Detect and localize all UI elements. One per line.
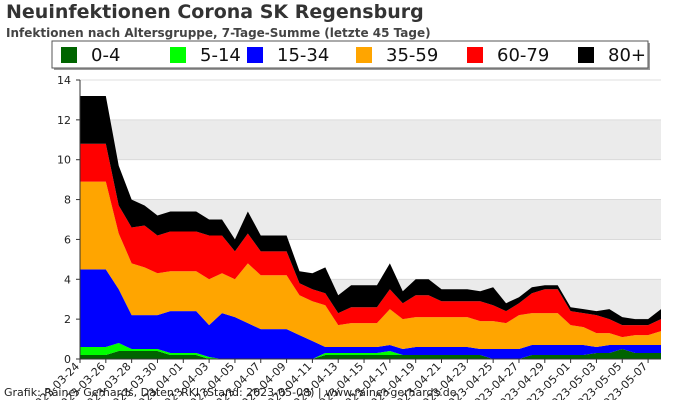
- legend-label-15-34: 15-34: [277, 45, 329, 66]
- grid-band: [80, 119, 661, 160]
- y-tick-label: 12: [57, 114, 71, 127]
- legend-label-80+: 80+: [608, 45, 646, 66]
- legend-swatch-5-14: [170, 47, 186, 63]
- y-tick-label: 0: [64, 353, 71, 366]
- y-tick-label: 10: [57, 154, 71, 167]
- y-tick-label: 8: [64, 194, 71, 207]
- legend-swatch-0-4: [61, 47, 77, 63]
- series-area-15-34: [80, 269, 661, 359]
- chart-credit: Grafik: Rainer Gerhards, Daten: RKI (Sta…: [4, 386, 457, 399]
- y-tick-label: 4: [64, 273, 71, 286]
- legend-swatch-60-79: [467, 47, 483, 63]
- legend-label-0-4: 0-4: [91, 45, 120, 66]
- series-area-35-59: [80, 181, 661, 350]
- legend-swatch-15-34: [247, 47, 263, 63]
- legend-box: [51, 40, 649, 69]
- y-tick-label: 2: [64, 313, 71, 326]
- y-tick-label: 6: [64, 233, 71, 246]
- legend-label-60-79: 60-79: [497, 45, 549, 66]
- y-tick-label: 14: [57, 74, 71, 87]
- legend-swatch-35-59: [356, 47, 372, 63]
- legend-label-35-59: 35-59: [386, 45, 438, 66]
- chart-title: Neuinfektionen Corona SK Regensburg: [6, 1, 424, 23]
- chart-subtitle: Infektionen nach Altersgruppe, 7-Tage-Su…: [6, 26, 431, 40]
- legend-label-5-14: 5-14: [200, 45, 241, 66]
- series-area-0-4: [80, 349, 661, 359]
- series-area-60-79: [80, 143, 661, 338]
- legend-swatch-80+: [578, 47, 594, 63]
